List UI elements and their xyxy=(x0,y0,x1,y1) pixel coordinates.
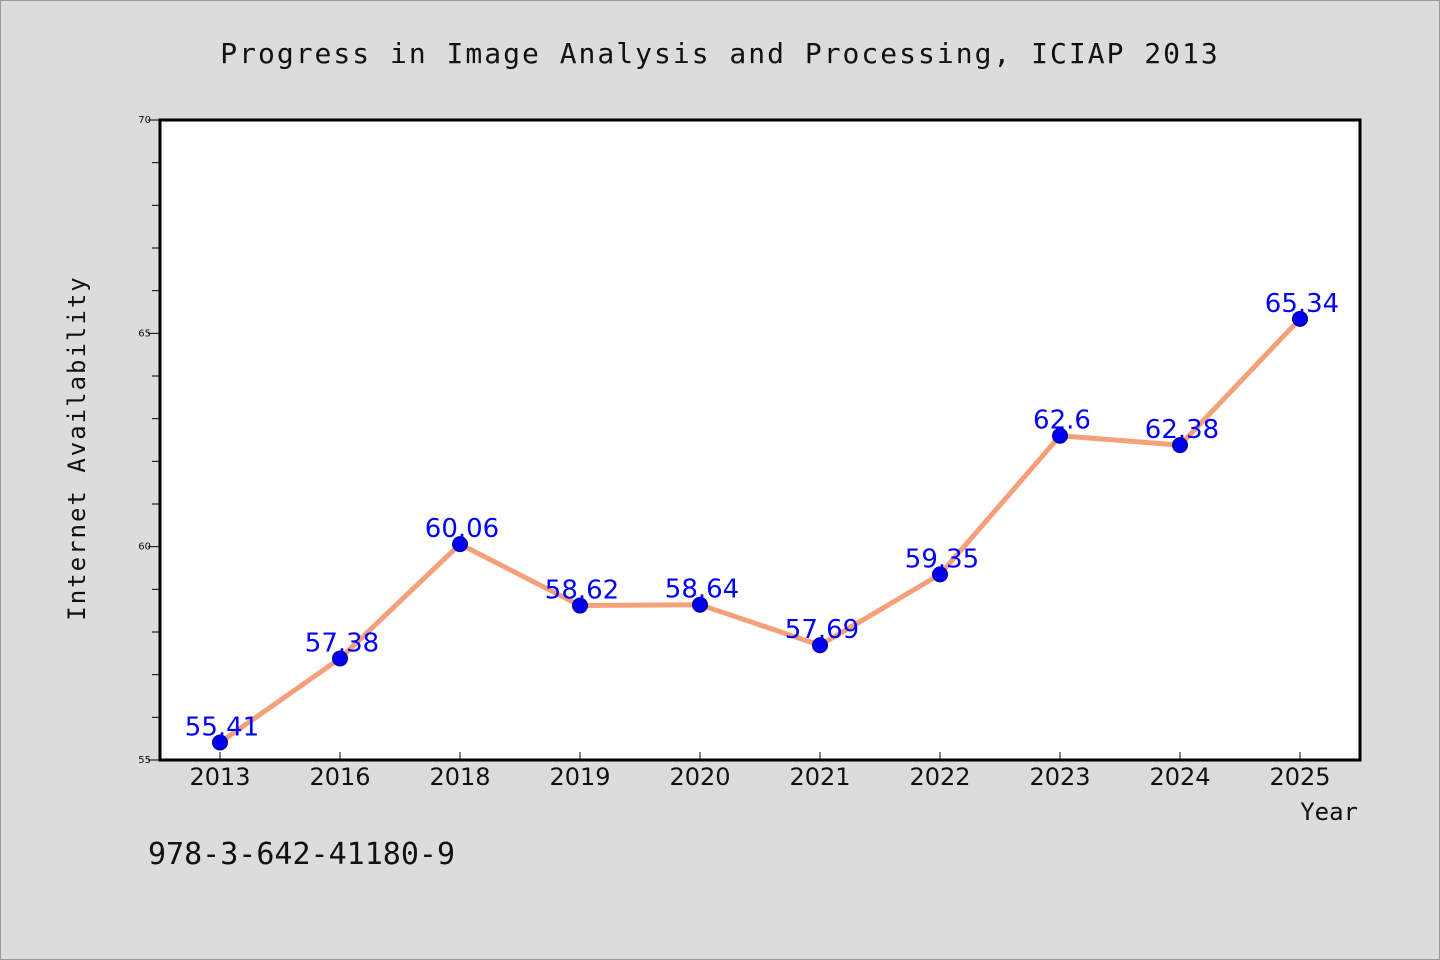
data-point xyxy=(1172,437,1188,454)
data-point xyxy=(812,637,828,654)
x-axis-ticks xyxy=(219,752,1301,760)
data-point xyxy=(572,597,588,614)
series-line-segment xyxy=(217,655,343,746)
y-tick-label: 70 xyxy=(138,115,151,126)
data-label: 59.35 xyxy=(905,544,979,574)
series-markers xyxy=(212,310,1308,751)
series-line-segment xyxy=(457,541,583,609)
chart-title: Progress in Image Analysis and Processin… xyxy=(220,37,1219,70)
data-label: 62.6 xyxy=(1033,406,1091,436)
series-lines xyxy=(217,316,1303,746)
data-labels: 55.41 57.38 60.06 58.62 58.64 57.69 59.35 62.6 6… xyxy=(185,289,1339,743)
data-point xyxy=(452,536,468,553)
x-tick-label: 2013 xyxy=(189,763,250,791)
series-line-segment xyxy=(337,541,463,661)
data-point xyxy=(1052,427,1068,444)
y-axis-tick-labels: 55 60 65 70 xyxy=(138,115,151,766)
data-point xyxy=(212,734,228,751)
x-tick-label: 2016 xyxy=(309,763,370,791)
data-point xyxy=(692,596,708,613)
x-axis-tick-labels: 2013 2016 2018 2019 2020 2021 2022 2023 2024 2025 xyxy=(189,763,1330,791)
isbn-footnote: 978-3-642-41180-9 xyxy=(148,837,455,872)
data-label: 62.38 xyxy=(1145,415,1219,445)
y-axis-ticks xyxy=(148,119,160,761)
y-tick-label: 65 xyxy=(138,328,151,339)
data-point xyxy=(332,650,348,667)
data-label: 65.34 xyxy=(1265,289,1339,319)
data-label: 57.38 xyxy=(305,628,379,658)
series-line-segment xyxy=(1057,433,1183,448)
data-point xyxy=(1292,310,1308,327)
x-tick-label: 2023 xyxy=(1029,763,1090,791)
data-label: 57.69 xyxy=(785,615,859,645)
data-label: 58.64 xyxy=(665,575,739,605)
x-tick-label: 2020 xyxy=(669,763,730,791)
series-line-segment xyxy=(697,602,823,648)
y-tick-label: 60 xyxy=(138,542,151,553)
series-line-segment xyxy=(817,571,943,648)
series-line-segment xyxy=(1177,316,1303,448)
y-axis-label: Internet Availability xyxy=(63,275,91,620)
x-tick-label: 2021 xyxy=(789,763,850,791)
x-tick-label: 2018 xyxy=(429,763,490,791)
data-label: 60.06 xyxy=(425,514,499,544)
series-line-segment xyxy=(577,602,703,609)
series-line-segment xyxy=(937,433,1063,577)
y-tick-label: 55 xyxy=(138,755,151,766)
data-label: 58.62 xyxy=(545,576,619,606)
x-tick-label: 2022 xyxy=(909,763,970,791)
data-point xyxy=(932,566,948,583)
data-label: 55.41 xyxy=(185,713,259,743)
x-tick-label: 2024 xyxy=(1149,763,1210,791)
x-tick-label: 2025 xyxy=(1269,763,1330,791)
x-tick-label: 2019 xyxy=(549,763,610,791)
x-axis-label: Year xyxy=(1300,798,1358,826)
plot-area xyxy=(158,118,1362,762)
